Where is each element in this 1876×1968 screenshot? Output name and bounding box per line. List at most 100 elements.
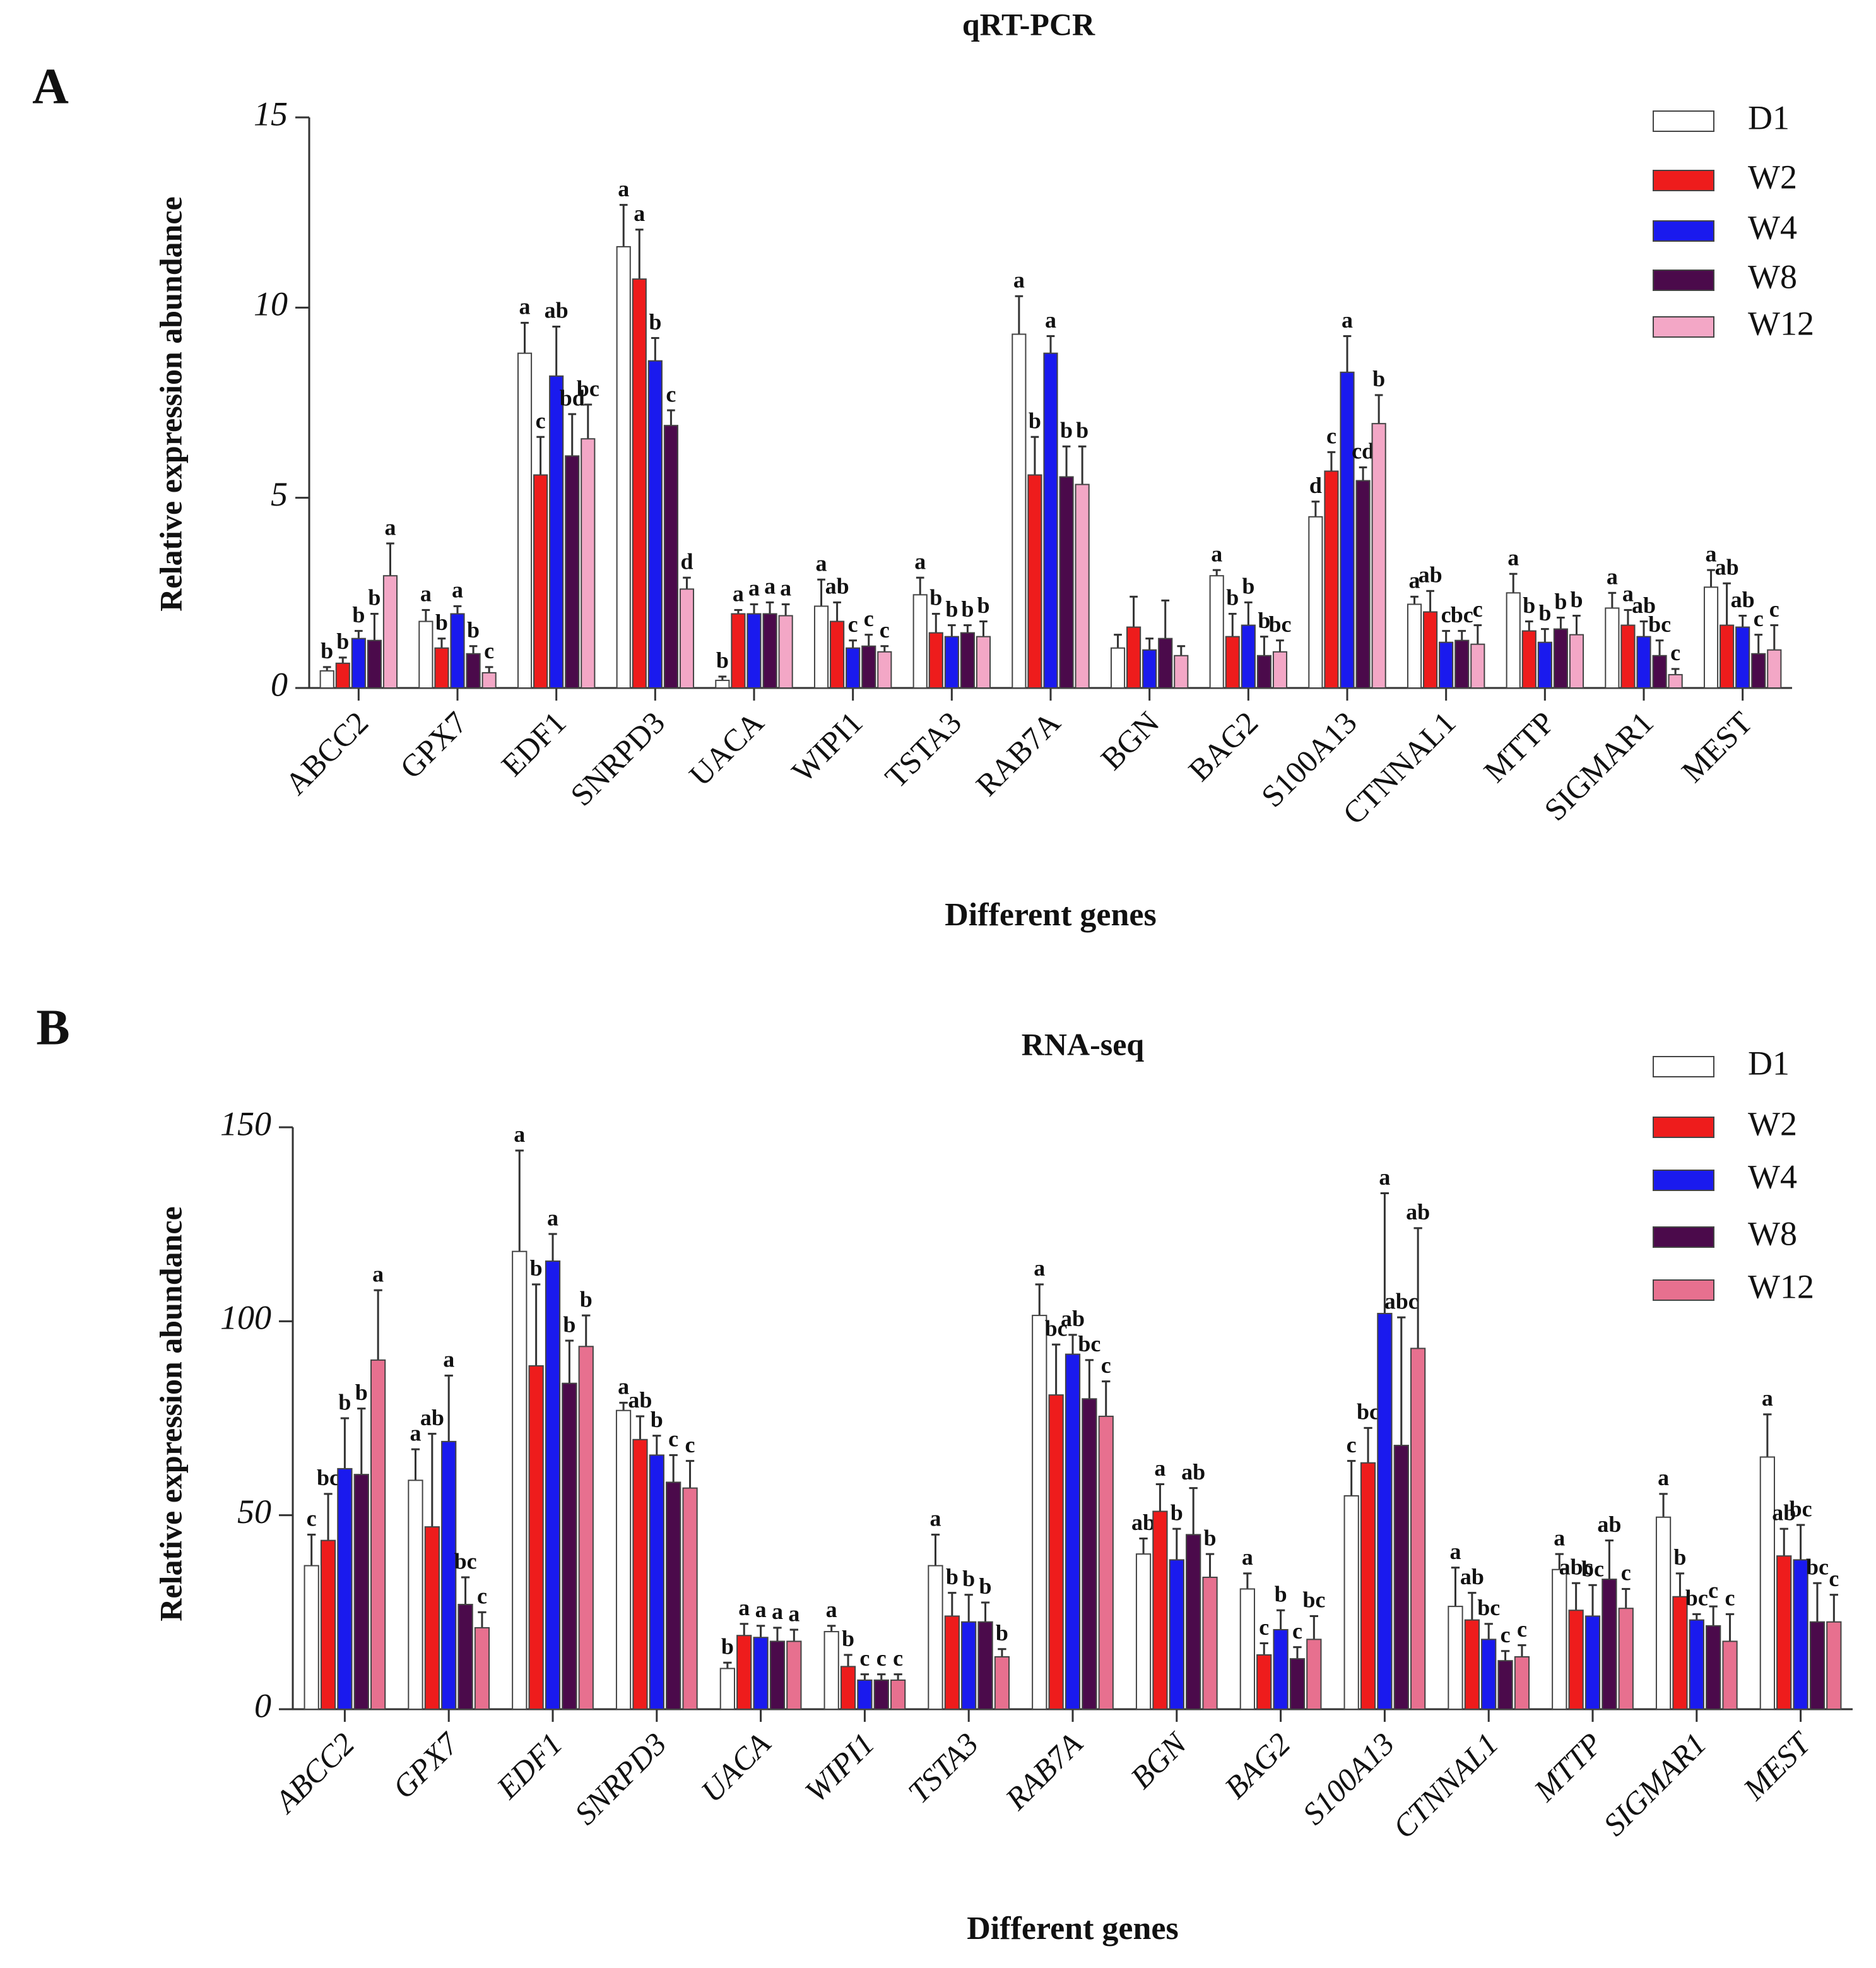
significance-label: bc	[1581, 1556, 1604, 1582]
significance-label: ab	[420, 1405, 444, 1430]
bar	[1448, 1606, 1463, 1710]
significance-label: c	[1708, 1577, 1718, 1603]
panel-letter: A	[32, 59, 69, 114]
significance-label: a	[443, 1347, 454, 1372]
bar	[682, 1487, 698, 1710]
bar	[370, 1359, 386, 1710]
significance-label: a	[914, 548, 926, 574]
bar	[1306, 1639, 1322, 1710]
significance-label: b	[368, 585, 381, 610]
bar	[1135, 1553, 1152, 1710]
bar	[304, 1565, 319, 1710]
legend-label: D1	[1748, 98, 1790, 136]
bar	[353, 1474, 369, 1710]
bar	[1584, 1615, 1601, 1710]
significance-label: c	[1259, 1615, 1269, 1640]
bar	[1521, 630, 1537, 689]
significance-label: b	[962, 1566, 975, 1591]
bar	[1735, 626, 1750, 689]
bar	[1377, 1313, 1393, 1710]
bar	[1012, 333, 1027, 689]
significance-label: c	[880, 617, 890, 643]
significance-label: b	[580, 1286, 593, 1312]
bar	[1308, 516, 1323, 689]
significance-label: a	[618, 1374, 629, 1399]
bar	[961, 1621, 977, 1710]
significance-label: b	[1570, 587, 1583, 612]
bar	[1355, 480, 1371, 689]
significance-label: a	[1622, 581, 1634, 607]
significance-label: c	[536, 408, 546, 434]
bar	[1098, 1415, 1114, 1710]
significance-label: a	[514, 1122, 525, 1147]
bar	[1655, 1516, 1672, 1710]
legend-label: W4	[1748, 1158, 1797, 1195]
bar	[786, 1640, 802, 1710]
bar	[873, 1679, 889, 1710]
bar	[1256, 655, 1271, 689]
bar	[1239, 1588, 1255, 1710]
significance-label: bc	[454, 1548, 477, 1574]
legend-label: W12	[1748, 1267, 1814, 1305]
significance-label: c	[484, 638, 494, 663]
bar	[1652, 655, 1667, 689]
bar	[928, 1565, 943, 1710]
significance-label: c	[307, 1506, 317, 1531]
significance-label: a	[420, 581, 432, 607]
bar	[565, 455, 580, 689]
significance-label: a	[372, 1261, 384, 1286]
y-tick-label: 100	[220, 1299, 271, 1337]
bar	[1809, 1621, 1826, 1710]
bar	[1568, 1609, 1584, 1710]
bar	[549, 375, 564, 689]
significance-label: bc	[1045, 1315, 1068, 1341]
significance-label: a	[1507, 545, 1519, 570]
bar	[944, 636, 959, 689]
bar	[1706, 1625, 1721, 1710]
legend-swatch	[1653, 1226, 1714, 1248]
legend-swatch	[1653, 270, 1714, 291]
bar	[846, 647, 861, 689]
significance-label: c	[1517, 1616, 1527, 1642]
bar	[861, 645, 876, 689]
bar	[632, 278, 647, 689]
x-axis-title: Different genes	[945, 897, 1157, 933]
significance-label: a	[1762, 1385, 1773, 1411]
bar	[320, 1539, 336, 1710]
significance-label: c	[848, 612, 858, 637]
significance-label: b	[649, 309, 661, 335]
bar	[1672, 1596, 1688, 1710]
bar	[649, 1454, 664, 1710]
bar	[418, 620, 434, 689]
bar	[857, 1679, 873, 1710]
bar	[1048, 1394, 1064, 1710]
significance-label: a	[1706, 541, 1717, 566]
bar	[1371, 423, 1386, 689]
significance-label: b	[1076, 418, 1088, 443]
bar	[778, 615, 793, 689]
significance-label: a	[816, 551, 827, 576]
chart-title: qRT-PCR	[962, 6, 1095, 42]
bar	[545, 1260, 561, 1710]
bar	[1793, 1559, 1808, 1710]
significance-label: c	[685, 1432, 695, 1457]
legend-label: D1	[1748, 1044, 1790, 1082]
significance-label: ab	[628, 1387, 652, 1413]
significance-label: a	[1449, 1539, 1461, 1564]
significance-label: abc	[1384, 1288, 1419, 1313]
significance-label: c	[477, 1584, 487, 1609]
legend-swatch	[1653, 170, 1714, 191]
significance-label: a	[826, 1597, 837, 1622]
significance-label: b	[1523, 593, 1535, 618]
significance-label: b	[1275, 1582, 1287, 1607]
bar	[1272, 651, 1288, 689]
legend-label: W2	[1748, 158, 1797, 196]
y-tick-label: 0	[254, 1686, 271, 1724]
significance-label: b	[1258, 608, 1270, 633]
bar	[1082, 1398, 1097, 1710]
bar	[1826, 1621, 1842, 1710]
significance-label: a	[519, 294, 531, 319]
bar	[736, 1635, 752, 1710]
bar	[840, 1666, 856, 1710]
significance-label: c	[1754, 606, 1764, 631]
